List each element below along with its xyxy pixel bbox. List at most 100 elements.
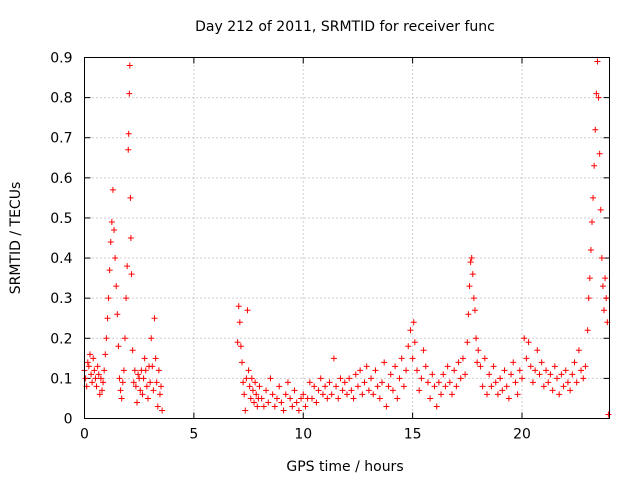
data-point xyxy=(578,367,585,374)
data-point xyxy=(464,339,471,346)
data-point xyxy=(601,307,608,314)
tick-label-layer: 0 5 10 15 20 0 0.1 0.2 0.3 0.4 0.5 0.6 0.7 0.8 0.9 xyxy=(50,51,531,443)
data-point xyxy=(117,387,124,394)
data-point xyxy=(532,367,539,374)
data-point xyxy=(335,395,342,402)
data-point xyxy=(125,130,132,137)
data-point xyxy=(597,206,604,213)
data-point xyxy=(385,383,392,390)
data-point xyxy=(311,383,318,390)
data-point xyxy=(512,379,519,386)
data-point xyxy=(287,395,294,402)
data-point xyxy=(381,359,388,366)
y-axis-label: SRMTID / TECUs xyxy=(8,182,24,295)
data-point xyxy=(114,311,121,318)
data-point xyxy=(585,295,592,302)
data-point xyxy=(529,379,536,386)
data-point xyxy=(580,375,587,382)
data-point xyxy=(451,367,458,374)
data-point xyxy=(125,146,132,153)
data-point xyxy=(116,375,123,382)
data-point xyxy=(420,347,427,354)
data-point xyxy=(603,295,610,302)
y-tick-label: 0.3 xyxy=(50,291,72,307)
data-point xyxy=(118,395,125,402)
data-point xyxy=(468,255,475,262)
data-point xyxy=(130,379,137,386)
data-point xyxy=(501,367,508,374)
data-point xyxy=(534,347,541,354)
data-point xyxy=(486,371,493,378)
data-point xyxy=(361,379,368,386)
data-point xyxy=(148,335,155,342)
data-point xyxy=(599,283,606,290)
data-point xyxy=(253,391,260,398)
data-point xyxy=(293,399,300,406)
data-point xyxy=(141,355,148,362)
data-point xyxy=(106,267,113,274)
data-point xyxy=(267,375,274,382)
data-point xyxy=(241,391,248,398)
data-point xyxy=(256,383,263,390)
plot-frame xyxy=(84,57,610,419)
data-point xyxy=(151,315,158,322)
data-point xyxy=(474,359,481,366)
data-point xyxy=(251,399,258,406)
data-point xyxy=(593,90,600,97)
data-point xyxy=(244,307,251,314)
y-tick-label: 0.8 xyxy=(50,91,72,107)
data-point xyxy=(554,375,560,382)
data-point xyxy=(411,339,418,346)
data-point xyxy=(440,371,447,378)
data-point xyxy=(129,347,136,354)
y-tick-label: 0.2 xyxy=(50,331,72,347)
data-point xyxy=(444,363,451,370)
data-point xyxy=(527,363,534,370)
data-point xyxy=(383,403,390,410)
data-point xyxy=(589,218,595,225)
data-point xyxy=(126,62,133,69)
data-point xyxy=(154,403,161,410)
data-point xyxy=(243,375,250,382)
data-point xyxy=(424,379,431,386)
data-point xyxy=(103,335,110,342)
data-point xyxy=(503,383,510,390)
data-point xyxy=(547,371,554,378)
data-point xyxy=(438,391,445,398)
data-point xyxy=(594,58,601,65)
data-point xyxy=(605,411,612,418)
data-point xyxy=(123,295,130,302)
data-point xyxy=(465,311,472,318)
data-point xyxy=(112,255,119,262)
data-point xyxy=(357,367,364,374)
data-point xyxy=(95,371,102,378)
data-point xyxy=(260,403,267,410)
data-point xyxy=(497,375,504,382)
data-point xyxy=(374,383,381,390)
data-point xyxy=(127,235,134,241)
data-point xyxy=(592,126,599,133)
data-point xyxy=(571,359,578,366)
data-point xyxy=(508,371,515,378)
data-point xyxy=(158,383,165,390)
data-point xyxy=(582,363,589,370)
data-point xyxy=(350,395,357,402)
data-point xyxy=(269,391,276,398)
data-point xyxy=(389,387,396,394)
data-point xyxy=(372,367,379,374)
data-point xyxy=(137,387,144,394)
data-point xyxy=(494,391,501,398)
data-point xyxy=(469,271,476,278)
data-point xyxy=(598,255,605,262)
data-point xyxy=(523,355,530,362)
data-point xyxy=(573,379,580,386)
data-point xyxy=(488,383,495,390)
x-tick-label: 5 xyxy=(189,427,198,443)
data-point xyxy=(481,355,488,362)
data-point xyxy=(562,367,569,374)
data-point xyxy=(337,375,344,382)
data-point xyxy=(84,359,91,366)
data-point xyxy=(427,395,434,402)
data-point xyxy=(586,275,593,282)
